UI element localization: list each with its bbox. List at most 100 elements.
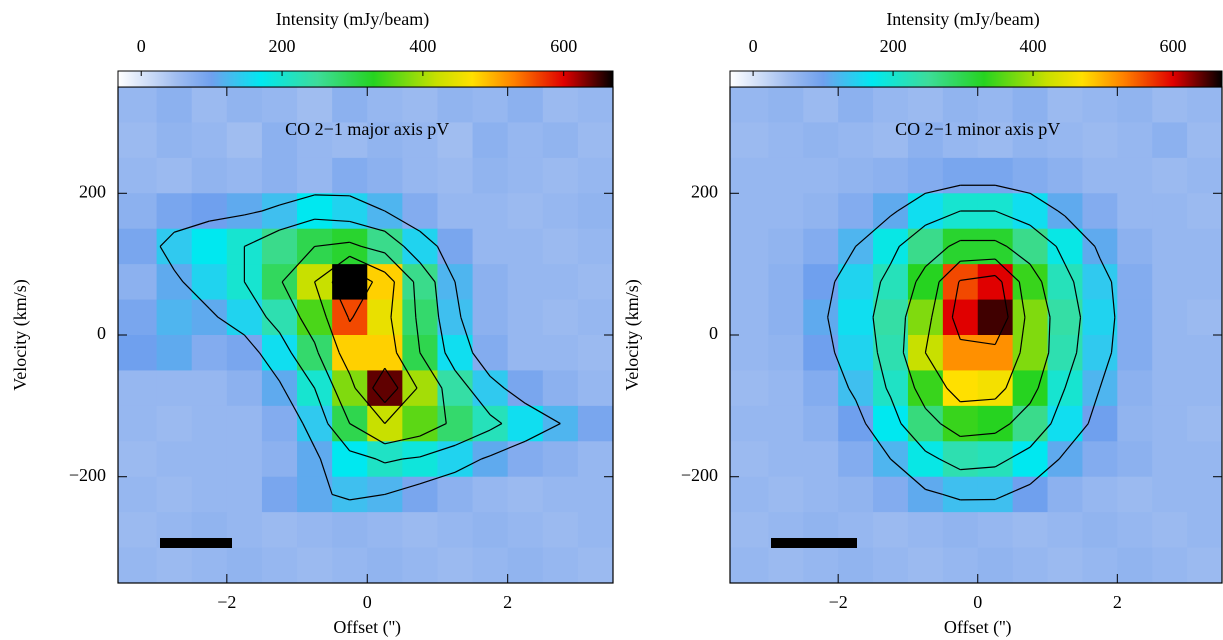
contour-line <box>314 255 351 283</box>
heatmap-cell <box>803 264 839 301</box>
heatmap-cell <box>367 547 403 583</box>
heatmap-cell <box>156 370 193 407</box>
heatmap-cell <box>730 264 769 301</box>
contour-line <box>352 281 374 318</box>
heatmap-cell <box>977 547 1014 583</box>
heatmap-cell <box>838 476 874 513</box>
heatmap-cell <box>542 193 579 230</box>
contour-line <box>384 483 421 496</box>
heatmap-cell <box>1012 193 1049 230</box>
contour-line <box>314 218 350 223</box>
heatmap-cell <box>118 441 158 478</box>
heatmap-cell <box>577 512 613 549</box>
contour-line <box>865 423 892 460</box>
heatmap-cell <box>1047 547 1084 583</box>
contour-line <box>524 423 561 442</box>
heatmap-cell <box>1047 299 1084 336</box>
contour-line <box>1048 317 1051 353</box>
heatmap-cell <box>507 476 544 513</box>
heatmap-cell <box>838 87 874 124</box>
contour-line <box>347 317 351 322</box>
heatmap-cell <box>437 87 474 124</box>
heatmap-cell <box>907 441 944 478</box>
heatmap-cell <box>1117 476 1153 513</box>
heatmap-cell <box>1082 547 1118 583</box>
heatmap-cell <box>297 299 333 336</box>
contour-line <box>1110 317 1116 353</box>
contour-line <box>472 352 491 377</box>
heatmap-cell <box>730 228 769 265</box>
y-tick-label: 200 <box>691 181 718 201</box>
contour-line <box>217 316 245 336</box>
colorbar-label: Intensity (mJy/beam) <box>886 9 1039 30</box>
heatmap-cell <box>191 405 228 442</box>
contour-line <box>1009 402 1031 424</box>
heatmap-cell <box>118 193 158 230</box>
heatmap-cell <box>542 264 579 301</box>
heatmap-cell <box>1152 370 1188 407</box>
heatmap-cell <box>942 264 979 301</box>
contour-line <box>434 281 440 318</box>
contour-line <box>384 387 399 404</box>
contour-line <box>349 255 386 273</box>
heatmap-cell <box>942 122 979 159</box>
heatmap-cell <box>191 335 228 372</box>
contour-line <box>349 220 385 232</box>
heatmap-cell <box>191 441 228 478</box>
heatmap-cell <box>1082 441 1118 478</box>
heatmap-cell <box>118 87 158 124</box>
contour-line <box>299 316 316 343</box>
contour-line <box>872 317 879 353</box>
heatmap-cell <box>472 441 509 478</box>
heatmap-cell <box>730 122 769 159</box>
heatmap-cell <box>226 547 263 583</box>
heatmap-cell <box>332 122 368 159</box>
heatmap-cell <box>577 228 613 265</box>
heatmap-cell <box>542 335 579 372</box>
heatmap-cell <box>118 405 158 442</box>
contour-line <box>915 266 926 283</box>
contour-line <box>384 271 395 283</box>
contour-line <box>885 387 892 398</box>
heatmap-cell <box>942 87 979 124</box>
plot-area <box>730 87 1222 583</box>
contour-line <box>960 338 996 346</box>
heatmap-cell <box>542 547 579 583</box>
colorbar-tick-label: 600 <box>1160 36 1187 56</box>
heatmap-cell <box>873 512 909 549</box>
contour-line <box>904 281 917 318</box>
contour-line <box>454 458 482 473</box>
contour-line <box>1099 352 1113 389</box>
heatmap-cell <box>472 193 509 230</box>
heatmap-cell <box>768 87 804 124</box>
heatmap-cell <box>977 264 1014 301</box>
contour-line <box>349 316 354 323</box>
heatmap-cell <box>226 87 263 124</box>
x-tick-label: 2 <box>1113 592 1122 612</box>
heatmap-cell <box>942 335 979 372</box>
contour-line <box>384 367 399 389</box>
heatmap-cell <box>542 122 579 159</box>
heatmap-cell <box>191 264 228 301</box>
heatmap-cell <box>1047 157 1084 194</box>
heatmap-cell <box>542 228 579 265</box>
heatmap-cell <box>873 157 909 194</box>
contour-line <box>1094 246 1101 259</box>
heatmap-cell <box>803 547 839 583</box>
contour-line <box>349 268 373 283</box>
heatmap-cell <box>873 122 909 159</box>
contour-line <box>384 210 421 232</box>
heatmap-cell <box>768 193 804 230</box>
contour-line <box>939 458 961 471</box>
heatmap-cell <box>118 370 158 407</box>
heatmap-cell <box>1117 193 1153 230</box>
heatmap-cell <box>803 476 839 513</box>
heatmap-cell <box>1152 441 1188 478</box>
heatmap-cell <box>226 370 263 407</box>
heatmap-cell <box>297 87 333 124</box>
colorbar-tick-label: 600 <box>550 36 577 56</box>
heatmap-cell <box>942 299 979 336</box>
contour-line <box>1006 483 1031 495</box>
y-axis-label: Velocity (km/s) <box>622 279 643 390</box>
contour-line <box>327 423 351 452</box>
